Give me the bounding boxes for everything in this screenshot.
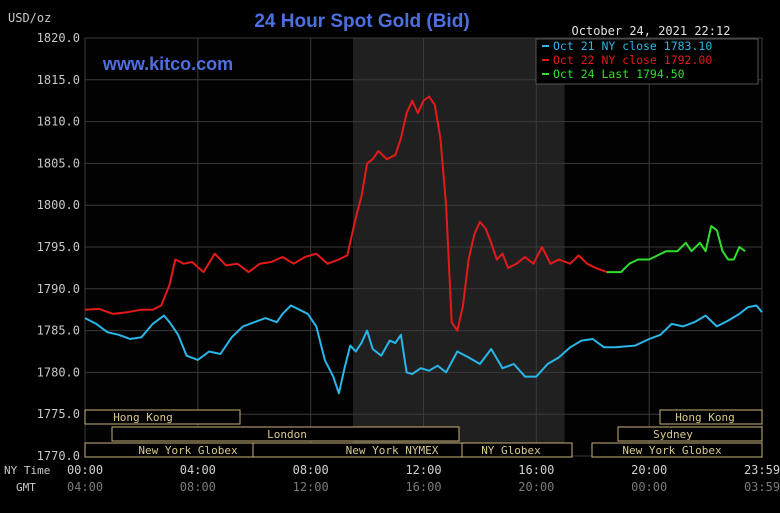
session-ny-globex-right [591,442,763,458]
legend-entry: Oct 21 NY close 1783.10 [553,39,712,53]
y-tick-label: 1800.0 [37,198,80,212]
series-line-2 [84,95,608,332]
x-axis-ticks: 00:00 04:00 04:00 08:00 08:00 12:00 12:00 16:00… [67,463,780,494]
y-tick-label: 1805.0 [37,156,80,170]
x-tick-label-gmt: 20:00 [518,480,554,494]
x-tick-label-ny: 16:00 [518,463,554,477]
y-tick-label: 1820.0 [37,31,80,45]
x-tick-label-gmt: 08:00 [180,480,216,494]
series-line-3 [606,225,746,274]
session-hong-kong-left [84,409,241,425]
y-tick-label: 1815.0 [37,73,80,87]
session-ny-globex-left-label: New York Globex [138,444,238,457]
y-tick-label: 1790.0 [37,282,80,296]
session-hong-kong-left-label: Hong Kong [113,411,173,424]
x-tick-label-ny: 08:00 [293,463,329,477]
y-axis-unit: USD/oz [8,11,51,25]
session-sydney-label: Sydney [653,428,693,441]
series-line-1 [84,304,763,395]
x-tick-label-gmt: 04:00 [67,480,103,494]
session-sydney [617,426,763,442]
legend-entry: Oct 24 Last 1794.50 [553,67,685,81]
series-layer [84,95,763,395]
session-ny-globex-mid-label: NY Globex [481,444,541,457]
market-session-bars: Hong Kong London New York Globex New Yor… [84,409,763,458]
chart-title: 24 Hour Spot Gold (Bid) [254,11,469,32]
legend-box [535,38,759,85]
gmt-row-label: GMT [16,481,36,494]
website-watermark: www.kitco.com [102,54,233,74]
x-tick-label-ny: 20:00 [631,463,667,477]
x-tick-label-gmt: 12:00 [293,480,329,494]
x-tick-label-gmt: 00:00 [631,480,667,494]
y-tick-label: 1775.0 [37,407,80,421]
y-tick-label: 1795.0 [37,240,80,254]
session-hong-kong-right [659,409,763,425]
legend-entry: Oct 22 NY close 1792.00 [553,53,712,67]
y-axis-ticks: 1770.0 1775.0 1780.0 1785.0 1790.0 1795.0 1800… [37,31,80,463]
x-tick-label-gmt: 16:00 [405,480,441,494]
y-tick-label: 1780.0 [37,365,80,379]
x-tick-label-ny: 04:00 [180,463,216,477]
session-ny-nymex-label: New York NYMEX [346,444,439,457]
session-ny-globex-mid [461,442,573,458]
y-tick-label: 1785.0 [37,324,80,338]
x-tick-label-gmt: 03:59 [744,480,780,494]
y-tick-label: 1770.0 [37,449,80,463]
session-london [111,426,460,442]
session-ny-globex-right-label: New York Globex [622,444,722,457]
session-hong-kong-right-label: Hong Kong [675,411,735,424]
datetime-stamp: October 24, 2021 22:12 [572,24,731,38]
y-tick-label: 1810.0 [37,115,80,129]
x-tick-label-ny: 23:59 [744,463,780,477]
session-london-label: London [267,428,307,441]
ny-time-row-label: NY Time [4,464,50,477]
x-tick-label-ny: 12:00 [405,463,441,477]
x-tick-label-ny: 00:00 [67,463,103,477]
